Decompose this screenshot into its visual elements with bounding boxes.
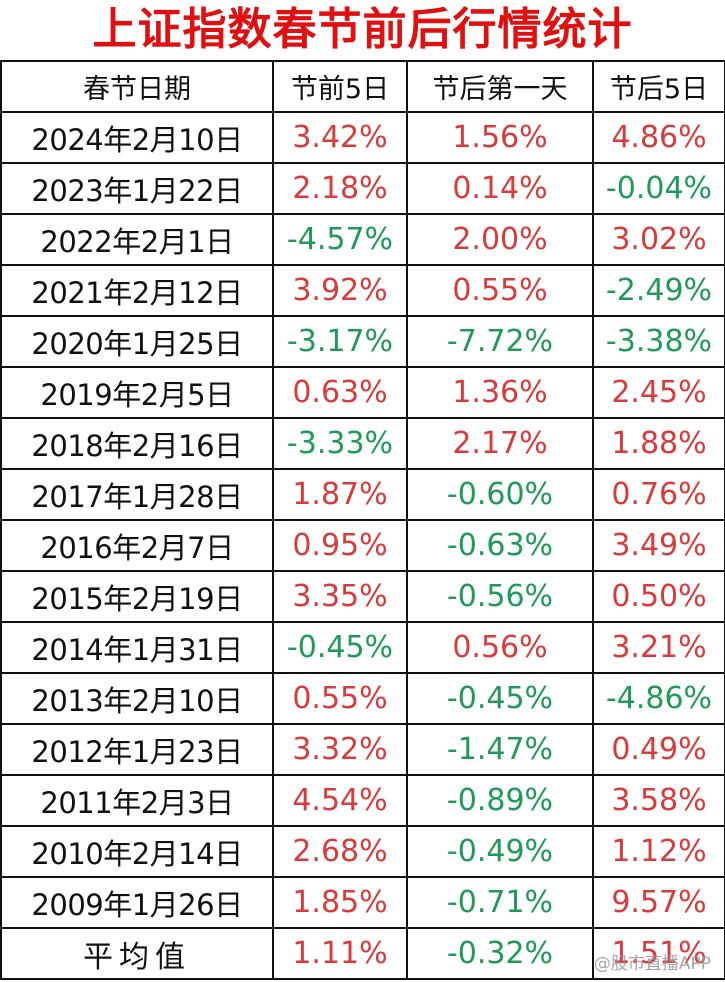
before5-cell: 3.32% xyxy=(272,723,408,776)
table-row: 2012年1月23日 3.32% -1.47% 0.49% xyxy=(0,723,725,776)
after5-cell: 3.02% xyxy=(592,213,725,266)
header-row: 春节日期 节前5日 节后第一天 节后5日 xyxy=(0,60,725,113)
date-cell: 2011年2月3日 xyxy=(0,774,274,827)
before5-cell: 4.54% xyxy=(272,774,408,827)
before5-cell: 3.42% xyxy=(272,111,408,164)
after1-cell: -7.72% xyxy=(406,315,594,368)
table-row: 2022年2月1日 -4.57% 2.00% 3.02% xyxy=(0,213,725,266)
before5-cell: -3.17% xyxy=(272,315,408,368)
table-row: 2021年2月12日 3.92% 0.55% -2.49% xyxy=(0,264,725,317)
after5-cell: 0.76% xyxy=(592,468,725,521)
after5-cell: 9.57% xyxy=(592,876,725,929)
after1-cell: -0.60% xyxy=(406,468,594,521)
after5-cell: -4.86% xyxy=(592,672,725,725)
date-cell: 2023年1月22日 xyxy=(0,162,274,215)
average-before5-cell: 1.11% xyxy=(272,927,408,980)
before5-cell: -4.57% xyxy=(272,213,408,266)
date-cell: 2013年2月10日 xyxy=(0,672,274,725)
date-cell: 2020年1月25日 xyxy=(0,315,274,368)
date-cell: 2021年2月12日 xyxy=(0,264,274,317)
after5-cell: -3.38% xyxy=(592,315,725,368)
table-row: 2015年2月19日 3.35% -0.56% 0.50% xyxy=(0,570,725,623)
after5-cell: 1.88% xyxy=(592,417,725,470)
after1-cell: -0.56% xyxy=(406,570,594,623)
table-row: 2024年2月10日 3.42% 1.56% 4.86% xyxy=(0,111,725,164)
table-row: 2011年2月3日 4.54% -0.89% 3.58% xyxy=(0,774,725,827)
date-cell: 2009年1月26日 xyxy=(0,876,274,929)
after1-cell: 1.56% xyxy=(406,111,594,164)
date-cell: 2010年2月14日 xyxy=(0,825,274,878)
before5-cell: 3.35% xyxy=(272,570,408,623)
after5-cell: -2.49% xyxy=(592,264,725,317)
watermark: @股市直播APP xyxy=(593,954,711,974)
header-before5: 节前5日 xyxy=(272,60,408,113)
table-row: 2019年2月5日 0.63% 1.36% 2.45% xyxy=(0,366,725,419)
after5-cell: 3.58% xyxy=(592,774,725,827)
before5-cell: -3.33% xyxy=(272,417,408,470)
table-row: 2009年1月26日 1.85% -0.71% 9.57% xyxy=(0,876,725,929)
after1-cell: -0.89% xyxy=(406,774,594,827)
average-label: 平均值 xyxy=(0,927,274,980)
before5-cell: 0.63% xyxy=(272,366,408,419)
after1-cell: -0.49% xyxy=(406,825,594,878)
after1-cell: 2.00% xyxy=(406,213,594,266)
before5-cell: 3.92% xyxy=(272,264,408,317)
date-cell: 2012年1月23日 xyxy=(0,723,274,776)
after1-cell: 1.36% xyxy=(406,366,594,419)
after5-cell: 0.50% xyxy=(592,570,725,623)
before5-cell: 2.18% xyxy=(272,162,408,215)
date-cell: 2016年2月7日 xyxy=(0,519,274,572)
average-after5-cell: 1.51% xyxy=(592,927,725,980)
date-cell: 2014年1月31日 xyxy=(0,621,274,674)
after1-cell: 2.17% xyxy=(406,417,594,470)
stats-table: 春节日期 节前5日 节后第一天 节后5日 2024年2月10日 3.42% 1.56… xyxy=(0,60,725,980)
before5-cell: 0.95% xyxy=(272,519,408,572)
header-after5: 节后5日 xyxy=(592,60,725,113)
after1-cell: 0.56% xyxy=(406,621,594,674)
table-row: 2014年1月31日 -0.45% 0.56% 3.21% xyxy=(0,621,725,674)
table-row: 2020年1月25日 -3.17% -7.72% -3.38% xyxy=(0,315,725,368)
after5-cell: 2.45% xyxy=(592,366,725,419)
date-cell: 2022年2月1日 xyxy=(0,213,274,266)
before5-cell: 1.87% xyxy=(272,468,408,521)
before5-cell: 0.55% xyxy=(272,672,408,725)
after1-cell: -1.47% xyxy=(406,723,594,776)
after1-cell: 0.55% xyxy=(406,264,594,317)
before5-cell: 1.85% xyxy=(272,876,408,929)
table-row: 2018年2月16日 -3.33% 2.17% 1.88% xyxy=(0,417,725,470)
after5-cell: 3.21% xyxy=(592,621,725,674)
after5-cell: 0.49% xyxy=(592,723,725,776)
date-cell: 2024年2月10日 xyxy=(0,111,274,164)
header-date: 春节日期 xyxy=(0,60,274,113)
table-row: 2013年2月10日 0.55% -0.45% -4.86% xyxy=(0,672,725,725)
date-cell: 2019年2月5日 xyxy=(0,366,274,419)
after1-cell: -0.45% xyxy=(406,672,594,725)
after5-cell: 4.86% xyxy=(592,111,725,164)
after1-cell: -0.71% xyxy=(406,876,594,929)
table-row: 2017年1月28日 1.87% -0.60% 0.76% xyxy=(0,468,725,521)
after5-cell: -0.04% xyxy=(592,162,725,215)
page-title: 上证指数春节前后行情统计 xyxy=(92,4,633,55)
before5-cell: 2.68% xyxy=(272,825,408,878)
after1-cell: 0.14% xyxy=(406,162,594,215)
date-cell: 2018年2月16日 xyxy=(0,417,274,470)
after5-cell: 1.12% xyxy=(592,825,725,878)
table-row: 2010年2月14日 2.68% -0.49% 1.12% xyxy=(0,825,725,878)
date-cell: 2015年2月19日 xyxy=(0,570,274,623)
after5-cell: 3.49% xyxy=(592,519,725,572)
header-after1: 节后第一天 xyxy=(406,60,594,113)
average-row: 平均值 1.11% -0.32% 1.51% xyxy=(0,927,725,980)
average-after1-cell: -0.32% xyxy=(406,927,594,980)
date-cell: 2017年1月28日 xyxy=(0,468,274,521)
table-row: 2023年1月22日 2.18% 0.14% -0.04% xyxy=(0,162,725,215)
before5-cell: -0.45% xyxy=(272,621,408,674)
after1-cell: -0.63% xyxy=(406,519,594,572)
table-row: 2016年2月7日 0.95% -0.63% 3.49% xyxy=(0,519,725,572)
